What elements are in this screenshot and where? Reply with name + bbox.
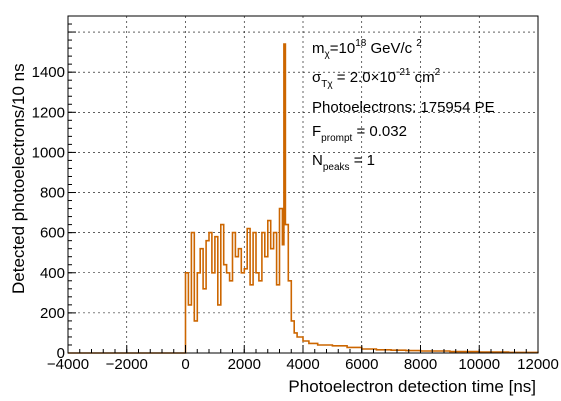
x-tick-label: −4000 [47, 356, 89, 373]
info-sigma-unit-exp: 2 [435, 67, 441, 78]
info-sigma: σTχ = 2.0×10-21 cm2 [312, 67, 441, 90]
info-npeaks-sub: peaks [323, 162, 350, 173]
info-npeaks-eq: = 1 [350, 152, 375, 169]
x-tick-label: 8000 [404, 356, 437, 373]
series-layer [68, 43, 539, 354]
y-tick-label: 200 [40, 305, 65, 322]
info-sigma-sub: Tχ [321, 79, 333, 90]
y-tick-label: 600 [40, 225, 65, 242]
y-tick-label: 400 [40, 265, 65, 282]
info-sigma-exp: -21 [396, 67, 411, 78]
info-fprompt-symbol: F [312, 123, 321, 140]
info-mass-eq: =10 [330, 40, 355, 57]
info-sigma-symbol: σ [312, 69, 322, 86]
info-fprompt-eq: = 0.032 [352, 123, 407, 140]
info-fprompt-sub: prompt [321, 133, 352, 144]
info-mass-symbol: m [312, 40, 325, 57]
y-tick-label: 1000 [32, 144, 65, 161]
x-tick-label: 10000 [458, 356, 500, 373]
info-mass-exp: 18 [355, 38, 367, 49]
info-mass: mχ=1018 GeV/c 2 [312, 38, 422, 60]
info-mass-unit: GeV/c [366, 40, 412, 57]
info-fprompt: Fprompt = 0.032 [312, 123, 407, 144]
x-tick-label: 0 [181, 356, 189, 373]
series-line [68, 43, 539, 354]
info-npeaks-symbol: N [312, 152, 323, 169]
info-sigma-eq: = 2.0×10 [333, 69, 396, 86]
x-tick-label: 6000 [345, 356, 378, 373]
y-tick-label: 800 [40, 185, 65, 202]
x-tick-label: −2000 [106, 356, 148, 373]
y-tick-label: 0 [57, 345, 65, 362]
y-tick-label: 1400 [32, 64, 65, 81]
info-sigma-unit: cm [410, 69, 434, 86]
ticks [67, 15, 539, 354]
y-axis-title: Detected photoelectrons/10 ns [9, 63, 28, 294]
info-mass-unit-exp: 2 [416, 38, 422, 49]
x-tick-label: 2000 [228, 356, 261, 373]
y-tick-label: 1200 [32, 104, 65, 121]
x-axis-title: Photoelectron detection time [ns] [288, 377, 536, 396]
info-mass-sub: χ [325, 49, 331, 60]
x-tick-label: 4000 [286, 356, 319, 373]
info-box: mχ=1018 GeV/c 2 σTχ = 2.0×10-21 cm2 Photo… [312, 38, 495, 173]
info-npeaks: Npeaks = 1 [312, 152, 375, 173]
x-tick-label: 12000 [517, 356, 559, 373]
tick-labels: −4000 −2000 0 2000 4000 6000 8000 10000 12000 0 20… [32, 64, 559, 373]
info-photoelectrons: Photoelectrons: 175954 PE [312, 99, 495, 116]
